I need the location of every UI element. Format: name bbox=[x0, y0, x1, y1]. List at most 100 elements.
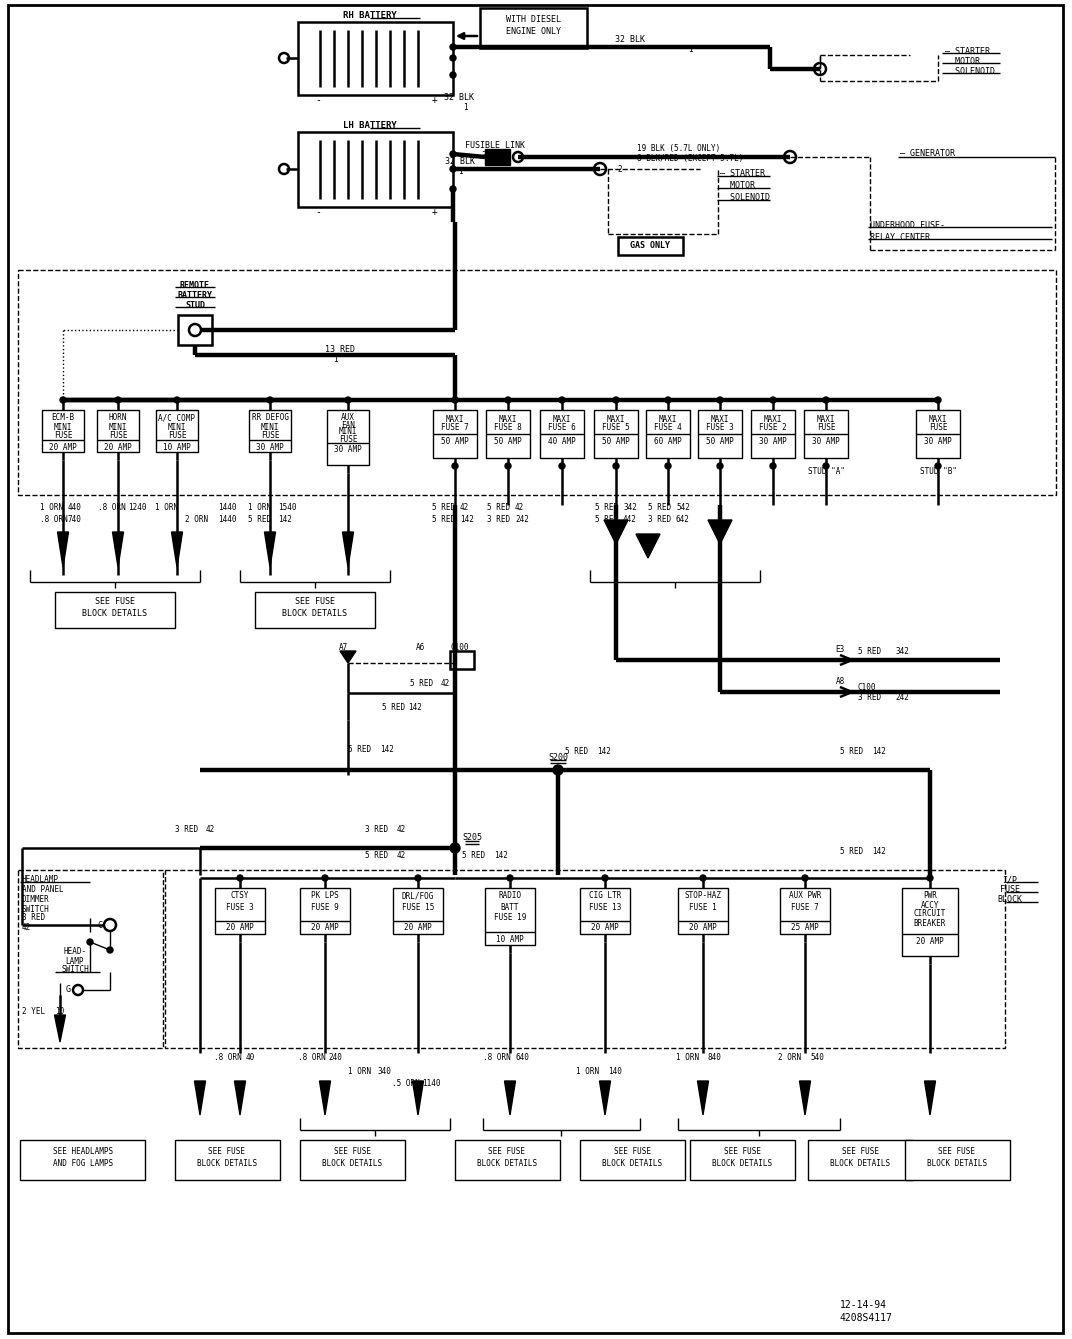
Circle shape bbox=[450, 44, 456, 50]
Circle shape bbox=[450, 844, 460, 853]
Text: E3: E3 bbox=[835, 645, 845, 655]
Text: I/P: I/P bbox=[1002, 876, 1017, 885]
Text: 2 ORN: 2 ORN bbox=[185, 514, 208, 524]
Text: 40 AMP: 40 AMP bbox=[548, 438, 576, 446]
Circle shape bbox=[665, 463, 671, 469]
Bar bbox=[485, 888, 535, 945]
Circle shape bbox=[450, 186, 456, 191]
Text: 1: 1 bbox=[332, 355, 338, 364]
Text: .8 ORN: .8 ORN bbox=[214, 1054, 242, 1063]
Text: 30 AMP: 30 AMP bbox=[924, 438, 952, 446]
Bar bbox=[20, 1139, 145, 1180]
Text: 30 AMP: 30 AMP bbox=[256, 442, 284, 451]
Text: SEE FUSE: SEE FUSE bbox=[333, 1148, 371, 1157]
Text: LAMP: LAMP bbox=[65, 956, 85, 965]
Text: 3 RED: 3 RED bbox=[23, 913, 45, 923]
Text: 42: 42 bbox=[460, 502, 470, 511]
Text: 20 AMP: 20 AMP bbox=[49, 442, 77, 451]
Text: 32 BLK: 32 BLK bbox=[615, 35, 645, 43]
Text: 50 AMP: 50 AMP bbox=[494, 438, 522, 446]
Bar bbox=[690, 1139, 795, 1180]
Text: 12-14-94: 12-14-94 bbox=[840, 1300, 887, 1310]
Bar bbox=[157, 410, 198, 453]
Text: DRL/FOG: DRL/FOG bbox=[402, 892, 434, 901]
Circle shape bbox=[507, 874, 513, 881]
Circle shape bbox=[602, 874, 608, 881]
Bar bbox=[594, 410, 638, 458]
Text: 8 BLK/RED (EXCEPT 5.7L): 8 BLK/RED (EXCEPT 5.7L) bbox=[637, 154, 743, 163]
Polygon shape bbox=[58, 532, 69, 566]
Text: .8 ORN: .8 ORN bbox=[40, 514, 68, 524]
Circle shape bbox=[452, 396, 458, 403]
Circle shape bbox=[553, 765, 563, 775]
Text: 5 RED: 5 RED bbox=[364, 852, 388, 861]
Circle shape bbox=[450, 55, 456, 62]
Text: 32 BLK: 32 BLK bbox=[445, 157, 475, 166]
Text: RR DEFOG: RR DEFOG bbox=[252, 414, 288, 423]
Circle shape bbox=[823, 396, 829, 403]
Text: 3 RED: 3 RED bbox=[858, 692, 881, 702]
Bar bbox=[18, 870, 163, 1048]
Text: C100: C100 bbox=[450, 643, 470, 652]
Text: BLOCK DETAILS: BLOCK DETAILS bbox=[83, 609, 148, 619]
Text: 20 AMP: 20 AMP bbox=[404, 924, 432, 932]
Text: HORN: HORN bbox=[108, 414, 128, 423]
Text: 242: 242 bbox=[895, 692, 909, 702]
Text: 840: 840 bbox=[708, 1054, 721, 1063]
Text: FUSE 2: FUSE 2 bbox=[759, 423, 787, 432]
Bar bbox=[455, 1139, 560, 1180]
Text: 10 AMP: 10 AMP bbox=[496, 935, 524, 944]
Text: A7: A7 bbox=[339, 643, 347, 652]
Text: 1140: 1140 bbox=[422, 1078, 441, 1087]
Text: MOTOR: MOTOR bbox=[720, 182, 755, 190]
Text: S205: S205 bbox=[462, 833, 482, 842]
Bar bbox=[298, 21, 453, 95]
Text: 242: 242 bbox=[515, 514, 528, 524]
Bar bbox=[808, 1139, 913, 1180]
Bar bbox=[580, 1139, 685, 1180]
Text: .8 ORN: .8 ORN bbox=[98, 502, 125, 511]
Circle shape bbox=[322, 874, 328, 881]
Text: 5 RED: 5 RED bbox=[432, 514, 456, 524]
Text: FUSE 6: FUSE 6 bbox=[548, 423, 576, 432]
Circle shape bbox=[717, 396, 723, 403]
Text: 4208S4117: 4208S4117 bbox=[840, 1314, 893, 1323]
Text: LH BATTERY: LH BATTERY bbox=[343, 121, 397, 130]
Circle shape bbox=[267, 396, 273, 403]
Text: 50 AMP: 50 AMP bbox=[441, 438, 468, 446]
Text: MINI: MINI bbox=[167, 423, 187, 431]
Text: FUSE: FUSE bbox=[54, 431, 72, 441]
Text: 60 AMP: 60 AMP bbox=[654, 438, 682, 446]
Text: WITH DIESEL: WITH DIESEL bbox=[506, 16, 561, 24]
Text: SEE FUSE: SEE FUSE bbox=[95, 597, 135, 607]
Text: S200: S200 bbox=[548, 753, 568, 762]
Circle shape bbox=[505, 396, 511, 403]
Circle shape bbox=[60, 396, 66, 403]
Text: ACCY: ACCY bbox=[921, 901, 939, 909]
Circle shape bbox=[115, 396, 121, 403]
Text: FUSE: FUSE bbox=[339, 434, 357, 443]
Text: 2 ORN: 2 ORN bbox=[778, 1054, 801, 1063]
Text: 3 RED: 3 RED bbox=[647, 514, 671, 524]
Text: 3 RED: 3 RED bbox=[175, 826, 198, 834]
Bar bbox=[580, 888, 630, 935]
Text: HEADLAMP: HEADLAMP bbox=[23, 876, 59, 885]
Text: BATT: BATT bbox=[501, 902, 519, 912]
Bar bbox=[42, 410, 84, 453]
Text: RH BATTERY: RH BATTERY bbox=[343, 11, 397, 20]
Text: 42: 42 bbox=[397, 852, 406, 861]
Text: FUSE 8: FUSE 8 bbox=[494, 423, 522, 432]
Text: — STARTER: — STARTER bbox=[720, 170, 765, 178]
Bar bbox=[175, 1139, 280, 1180]
Text: SOLENOID: SOLENOID bbox=[720, 194, 770, 202]
Text: BREAKER: BREAKER bbox=[913, 919, 947, 928]
Text: MINI: MINI bbox=[260, 423, 279, 431]
Text: FUSE: FUSE bbox=[928, 423, 948, 432]
Text: 10: 10 bbox=[55, 1007, 64, 1016]
Circle shape bbox=[559, 463, 565, 469]
Circle shape bbox=[452, 463, 458, 469]
Text: 10 AMP: 10 AMP bbox=[163, 442, 191, 451]
Text: 5 RED: 5 RED bbox=[647, 502, 671, 511]
Text: 440: 440 bbox=[68, 502, 81, 511]
Text: 1: 1 bbox=[463, 103, 467, 112]
